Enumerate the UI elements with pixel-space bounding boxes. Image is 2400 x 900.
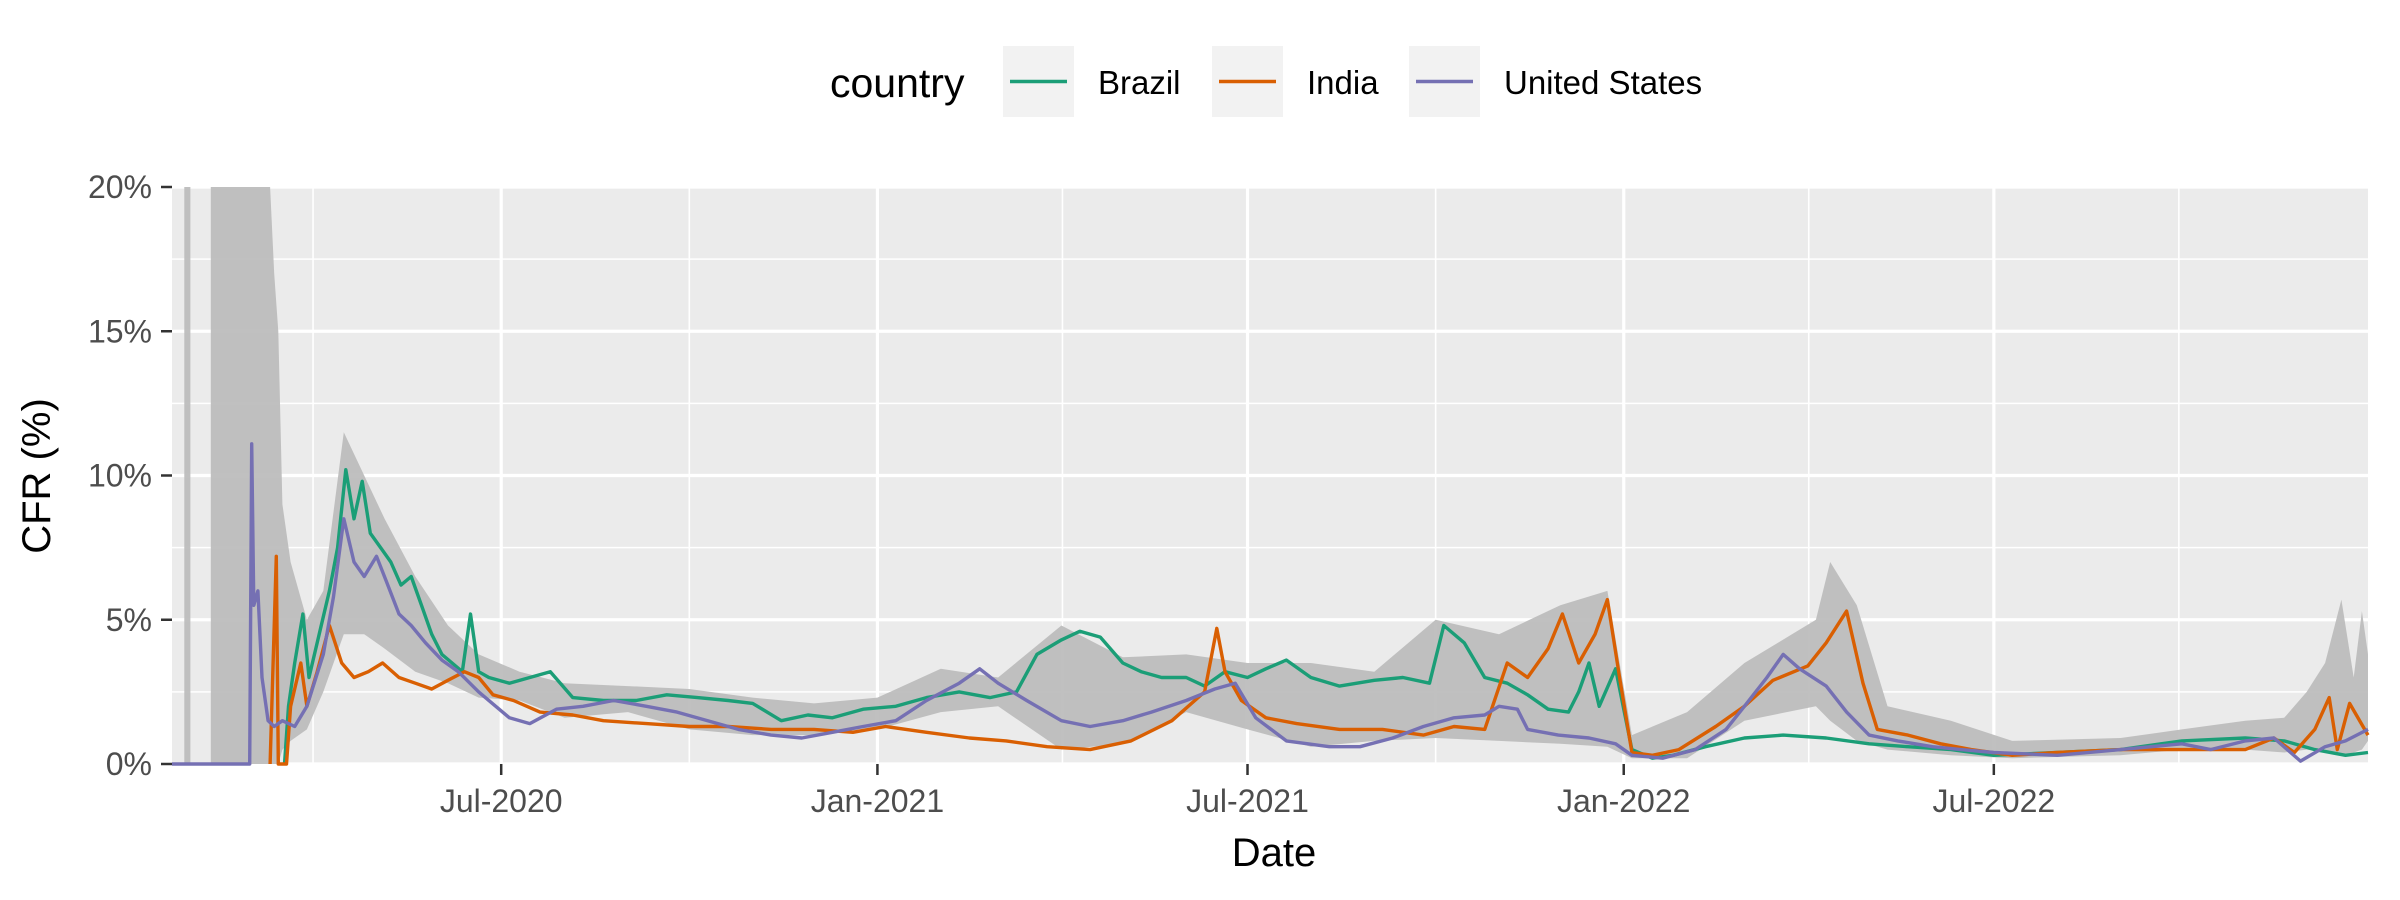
y-tick-label: 15% <box>88 313 152 349</box>
x-axis-title: Date <box>1232 831 1317 875</box>
series-lines <box>172 442 2370 766</box>
legend: country Brazil India United States <box>830 46 1702 117</box>
y-tick-label: 20% <box>88 169 152 205</box>
legend-item-india: India <box>1212 46 1379 117</box>
x-tick-label: Jul-2020 <box>440 783 563 819</box>
y-axis-title: CFR (%) <box>15 398 59 554</box>
y-tick-label: 0% <box>106 746 152 782</box>
x-tick-label: Jan-2022 <box>1557 783 1690 819</box>
x-tick-label: Jul-2021 <box>1186 783 1309 819</box>
legend-label: United States <box>1504 64 1702 101</box>
y-axis: 0% 5% 10% 15% 20% <box>88 169 172 782</box>
series-line-india <box>268 554 2370 766</box>
legend-items: Brazil India United States <box>1003 46 1702 117</box>
confidence-bands <box>184 187 2368 764</box>
legend-item-united-states: United States <box>1409 46 1702 117</box>
confidence-band <box>184 187 2368 764</box>
x-tick-label: Jul-2022 <box>1932 783 2055 819</box>
legend-item-brazil: Brazil <box>1003 46 1181 117</box>
y-tick-label: 5% <box>106 602 152 638</box>
x-tick-label: Jan-2021 <box>811 783 944 819</box>
legend-label: Brazil <box>1098 64 1181 101</box>
series-line-brazil <box>282 468 2369 765</box>
legend-title: country <box>830 60 965 106</box>
legend-label: India <box>1307 64 1379 101</box>
series-line-united-states <box>172 442 2369 766</box>
x-axis: Jul-2020 Jan-2021 Jul-2021 Jan-2022 Jul-2022 <box>440 764 2055 819</box>
y-tick-label: 10% <box>88 458 152 494</box>
